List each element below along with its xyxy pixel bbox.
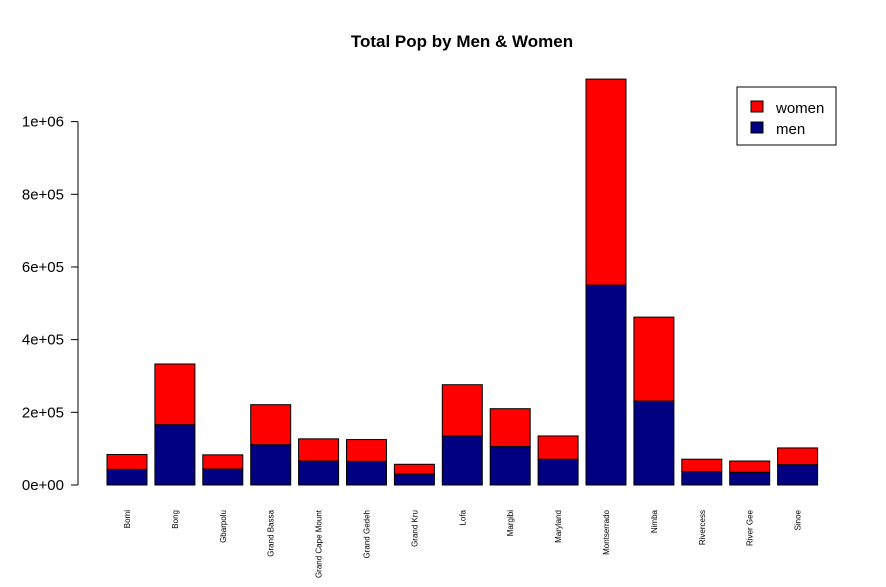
x-tick-label: Montserrado [602, 509, 611, 554]
x-tick-label: Margibi [506, 510, 515, 536]
bar-women [537, 435, 579, 460]
legend-swatch-men [750, 121, 764, 134]
bar-women [729, 460, 771, 473]
bar-women [106, 453, 148, 470]
bar-men [106, 468, 148, 486]
bars [106, 78, 819, 486]
bar-women [489, 408, 531, 447]
y-tick-label: 4e+05 [22, 332, 64, 349]
legend-swatch-women [750, 100, 764, 113]
x-tick-label: Sinoe [794, 509, 803, 530]
x-axis-labels: Bomi Bong Gbarpolu Grand Bassa Grand Cape Mo… [123, 509, 803, 578]
bar-women [585, 78, 627, 286]
x-tick-label: Gbarpolu [219, 510, 228, 543]
x-tick-label: Grand Gedeh [363, 510, 372, 558]
bar-women [250, 404, 292, 446]
legend-label-women: women [775, 100, 824, 117]
bar-men [346, 460, 387, 486]
bar-men [585, 284, 627, 486]
bar-men [777, 464, 819, 486]
bar-men [154, 424, 196, 486]
x-tick-label: Nimba [650, 509, 659, 533]
x-tick-label: Maryland [554, 510, 563, 543]
x-tick-label: Grand Kru [410, 510, 419, 547]
bar-men [633, 400, 675, 486]
y-tick-label: 1e+06 [22, 114, 64, 131]
y-tick-label: 0e+00 [22, 477, 64, 494]
bar-women [393, 463, 435, 475]
x-tick-label: Grand Bassa [267, 509, 276, 556]
bar-men [537, 458, 579, 486]
bar-women [298, 438, 340, 462]
x-tick-label: Grand Cape Mount [315, 509, 324, 578]
bar-men [393, 473, 435, 486]
bar-women [202, 454, 244, 470]
y-tick-label: 8e+05 [22, 186, 64, 203]
x-tick-label: Lofa [458, 509, 467, 525]
legend-box [736, 86, 837, 146]
bar-women [777, 447, 819, 466]
bar-men [202, 468, 244, 486]
bar-men [298, 460, 340, 486]
bar-women [154, 363, 196, 426]
x-tick-label: Bong [171, 510, 180, 529]
x-tick-label: River Gee [746, 509, 755, 546]
bar-women [681, 458, 723, 473]
y-axis: 0e+00 2e+05 4e+05 6e+05 8e+05 1e+06 [22, 114, 79, 494]
legend-label-men: men [776, 121, 805, 138]
bar-men [441, 435, 483, 486]
bar-women [633, 316, 675, 402]
bar-women [346, 439, 387, 462]
bar-women [441, 384, 483, 437]
bar-men [729, 471, 771, 486]
y-tick-label: 6e+05 [22, 259, 64, 276]
bar-men [489, 445, 531, 486]
bar-men [250, 444, 292, 486]
legend: women men [736, 86, 837, 146]
y-tick-label: 2e+05 [22, 404, 64, 421]
x-tick-label: Rivercess [698, 510, 707, 545]
bar-men [681, 471, 723, 486]
x-tick-label: Bomi [123, 510, 132, 528]
chart-title: Total Pop by Men & Women [351, 32, 573, 51]
